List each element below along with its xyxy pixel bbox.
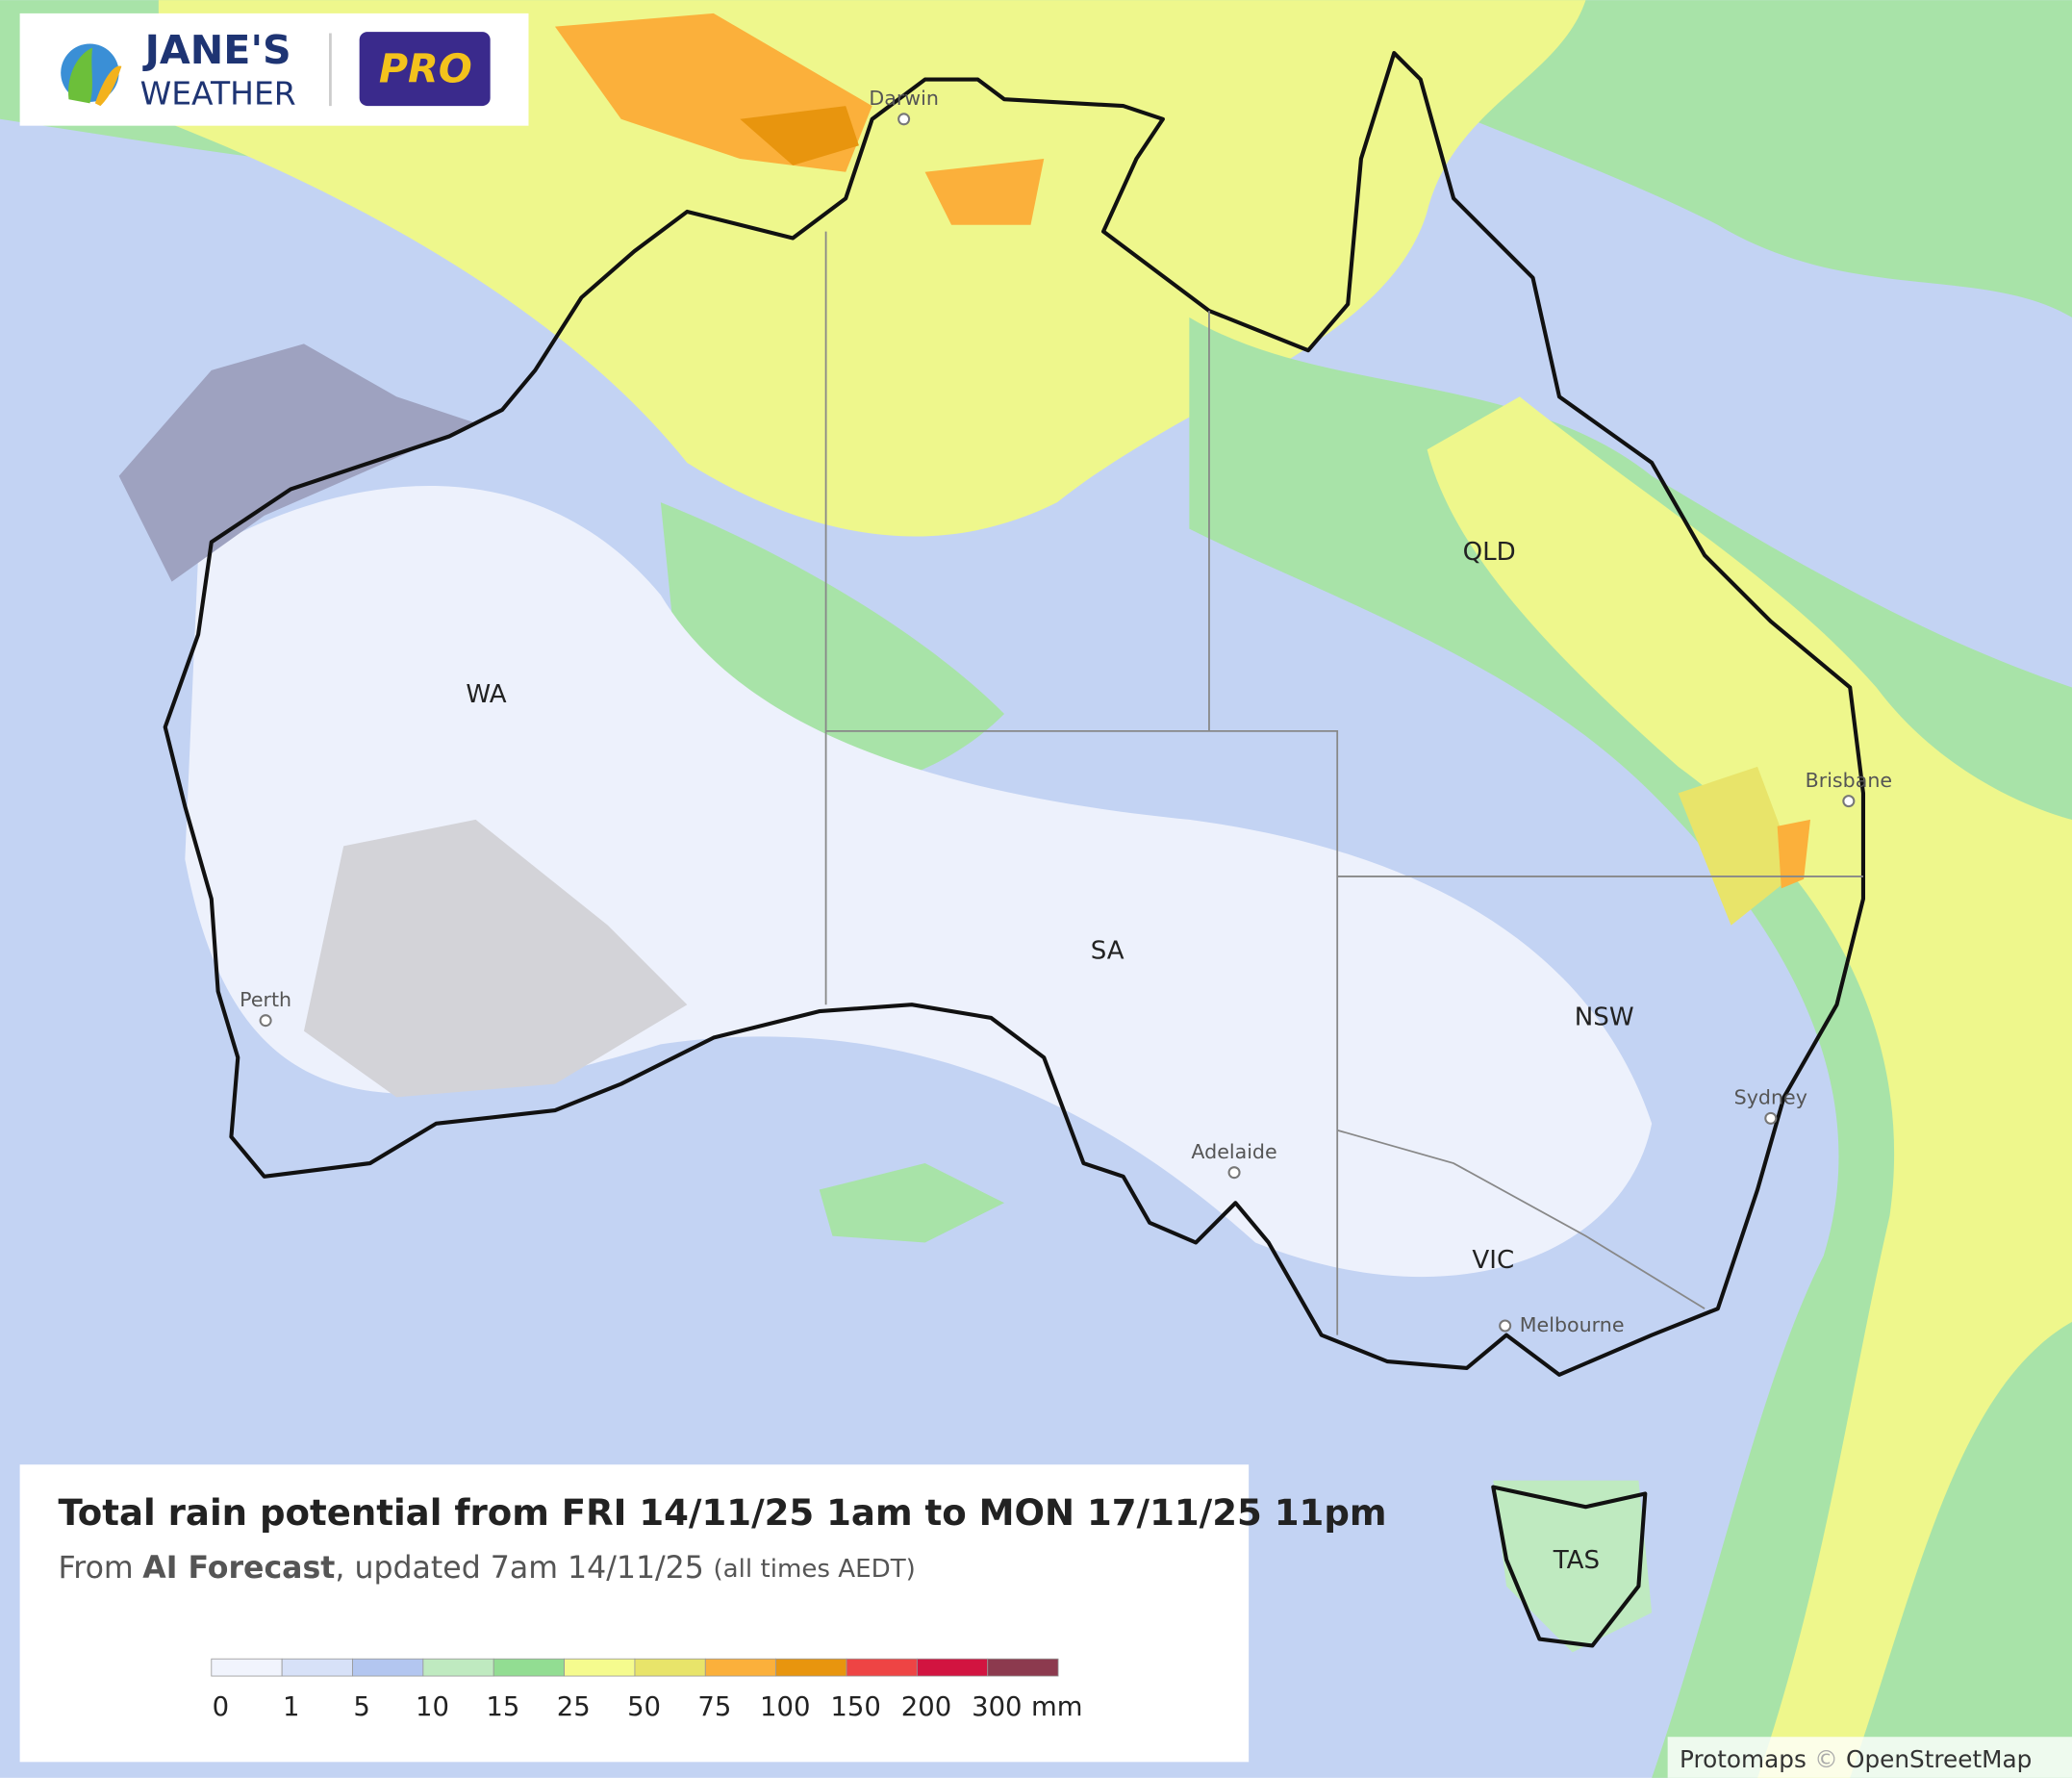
legend-swatch: [281, 1658, 353, 1677]
state-label: NSW: [1575, 1003, 1634, 1031]
subtitle-updated: , updated 7am 14/11/25: [335, 1551, 704, 1586]
legend-tick-label: 15: [486, 1692, 519, 1722]
city-label: Adelaide: [1191, 1140, 1276, 1163]
legend-tick-label: 25: [557, 1692, 591, 1722]
legend-tick-label: 300: [972, 1692, 1022, 1722]
legend-swatch: [564, 1658, 636, 1677]
map-labels: Darwin QLD WA SA NSW VIC TAS Brisbane Pe…: [240, 87, 1892, 1575]
state-label: QLD: [1463, 538, 1516, 567]
legend-swatch: [634, 1658, 706, 1677]
panel-title: Total rain potential from FRI 14/11/25 1…: [58, 1492, 1386, 1534]
legend-swatch: [211, 1658, 283, 1677]
subtitle-source: AI Forecast: [142, 1551, 335, 1586]
city-label: Perth: [240, 988, 291, 1011]
logo: JANE'S WEATHER PRO: [19, 13, 529, 126]
logo-text: JANE'S: [142, 27, 291, 73]
legend-tick-label: 100: [760, 1692, 810, 1722]
state-label: VIC: [1472, 1246, 1514, 1275]
legend-swatch: [352, 1658, 424, 1677]
legend-tick-label: 150: [830, 1692, 880, 1722]
state-label: TAS: [1553, 1546, 1600, 1575]
legend-unit: mm: [1031, 1692, 1083, 1722]
legend-tick-label: 200: [901, 1692, 951, 1722]
legend-swatch: [846, 1658, 918, 1677]
attribution-source: OpenStreetMap: [1846, 1745, 2032, 1773]
state-borders: [824, 231, 1863, 1335]
city-label: Brisbane: [1806, 769, 1892, 792]
legend-swatch: [987, 1658, 1059, 1677]
legend-swatch: [493, 1658, 565, 1677]
legend-swatch: [422, 1658, 494, 1677]
subtitle-prefix: From: [58, 1551, 133, 1586]
legend-tick-label: 1: [283, 1692, 299, 1722]
legend-panel: Total rain potential from FRI 14/11/25 1…: [19, 1464, 1387, 1763]
city-label: Sydney: [1734, 1086, 1807, 1109]
legend-tick-label: 50: [627, 1692, 661, 1722]
logo-badge: PRO: [379, 45, 472, 91]
legend-tick-label: 0: [213, 1692, 229, 1722]
attribution-text: Protomaps © OpenStreetMap: [1680, 1745, 2032, 1773]
attribution: Protomaps © OpenStreetMap: [1667, 1737, 2072, 1778]
state-label: SA: [1091, 937, 1124, 966]
coastline: [163, 51, 1866, 1648]
attribution-sep: ©: [1814, 1745, 1838, 1773]
legend-swatch: [704, 1658, 777, 1677]
state-label: WA: [466, 680, 506, 709]
legend-swatch: [775, 1658, 847, 1677]
subtitle-note: (all times AEDT): [714, 1554, 916, 1583]
attribution-source: Protomaps: [1680, 1745, 1807, 1773]
city-label: Melbourne: [1520, 1313, 1625, 1336]
legend-tick-label: 10: [416, 1692, 449, 1722]
logo-text: WEATHER: [140, 75, 296, 113]
legend-tick-label: 75: [697, 1692, 731, 1722]
legend-swatch: [916, 1658, 989, 1677]
city-label: Darwin: [869, 87, 939, 110]
legend-tick-label: 5: [353, 1692, 369, 1722]
panel-subtitle: From AI Forecast, updated 7am 14/11/25 (al…: [58, 1551, 915, 1586]
